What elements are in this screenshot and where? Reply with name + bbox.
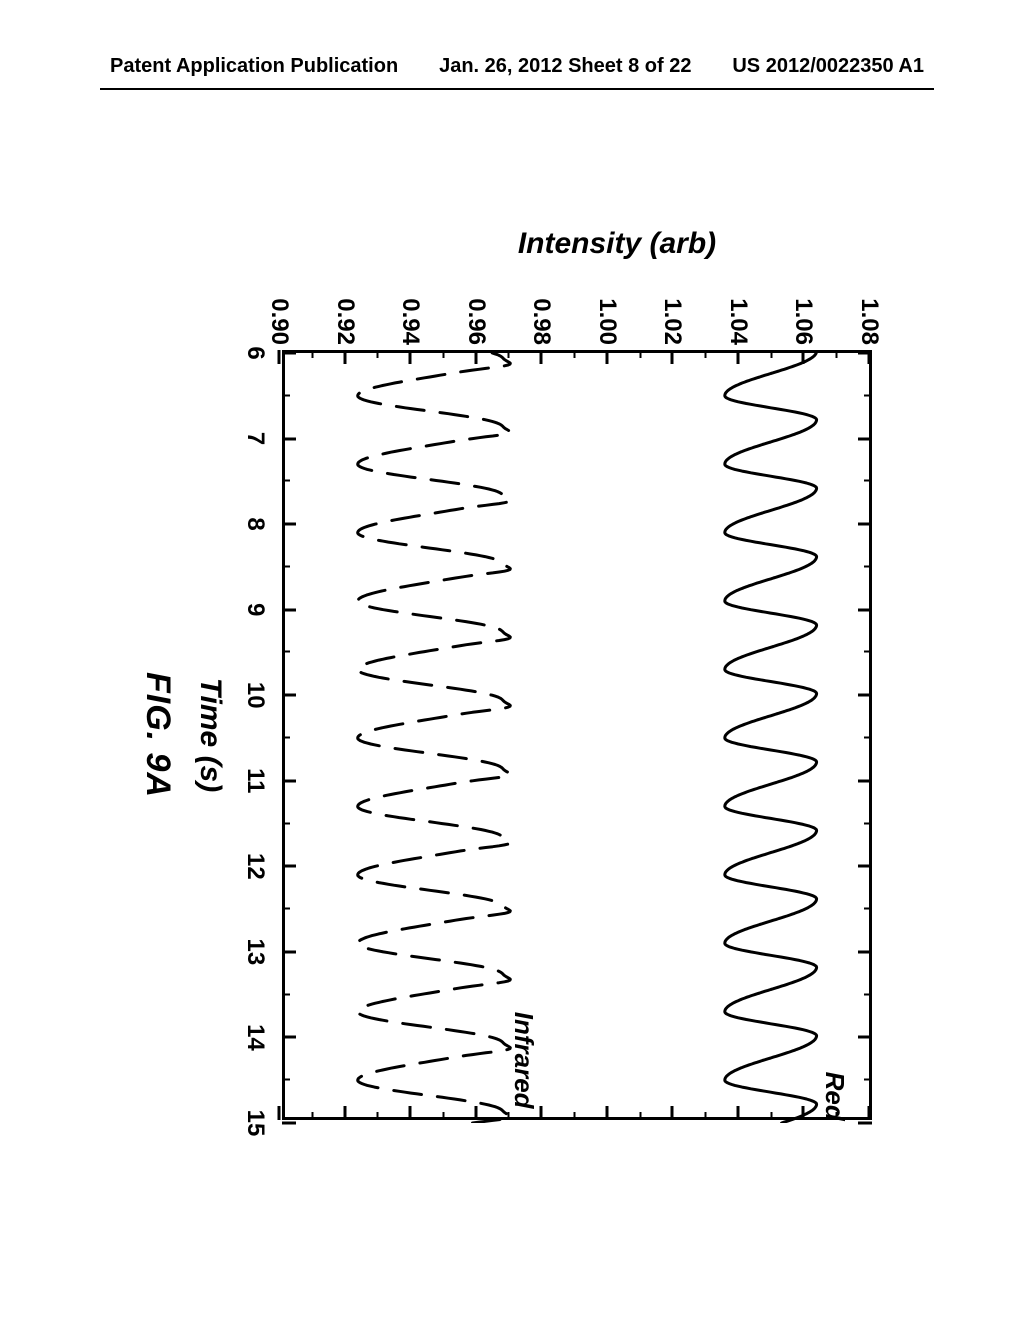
x-tick-label: 15: [241, 1110, 269, 1137]
header-rule: [100, 88, 934, 90]
x-tick-label: 9: [241, 603, 269, 616]
y-axis-label: Intensity (arb): [518, 227, 716, 261]
y-tick-label: 0.90: [265, 273, 293, 345]
y-tick-label: 1.08: [855, 273, 883, 345]
figure-rotated: Intensity (arb) 0.900.920.940.960.981.00…: [112, 210, 912, 1210]
series-infrared: [358, 353, 511, 1123]
header-center: Jan. 26, 2012 Sheet 8 of 22: [439, 55, 691, 78]
page: Patent Application Publication Jan. 26, …: [0, 0, 1024, 1320]
x-tick-label: 7: [241, 432, 269, 445]
x-tick-label: 12: [241, 853, 269, 880]
y-tick-label: 1.02: [658, 273, 686, 345]
plot-frame: 0.900.920.940.960.981.001.021.041.061.08…: [282, 350, 872, 1120]
y-tick-label: 0.94: [396, 273, 424, 345]
x-tick-label: 10: [241, 682, 269, 709]
x-tick-label: 11: [241, 768, 269, 793]
y-tick-label: 1.06: [789, 273, 817, 345]
x-tick-label: 6: [241, 346, 269, 359]
plot-svg: [279, 353, 869, 1123]
series-label-infrared: Infrared: [508, 1012, 539, 1109]
header-right: US 2012/0022350 A1: [732, 55, 924, 78]
y-axis-label-wrap: Intensity (arb): [322, 224, 912, 264]
series-label-red: Red: [819, 1072, 850, 1121]
x-axis-label: Time (s): [193, 350, 227, 1120]
x-tick-label: 13: [241, 939, 269, 966]
y-tick-label: 0.98: [527, 273, 555, 345]
y-tick-label: 1.00: [593, 273, 621, 345]
x-tick-label: 14: [241, 1024, 269, 1051]
y-tick-label: 0.96: [462, 273, 490, 345]
figure-label: FIG. 9A: [138, 350, 177, 1120]
header-left: Patent Application Publication: [110, 55, 398, 78]
y-tick-label: 0.92: [331, 273, 359, 345]
y-tick-label: 1.04: [724, 273, 752, 345]
x-tick-label: 8: [241, 517, 269, 530]
figure-rotated-wrap: Intensity (arb) 0.900.920.940.960.981.00…: [0, 160, 1024, 1260]
page-header: Patent Application Publication Jan. 26, …: [110, 55, 924, 78]
series-red: [725, 353, 817, 1123]
